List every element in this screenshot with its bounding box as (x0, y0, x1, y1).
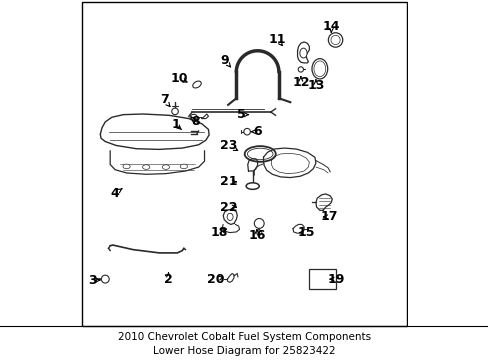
Text: 2: 2 (164, 273, 173, 285)
Text: 23: 23 (220, 139, 237, 152)
Text: 4: 4 (110, 187, 119, 200)
Text: 1: 1 (171, 118, 180, 131)
Text: 15: 15 (297, 226, 314, 239)
Ellipse shape (245, 183, 259, 189)
Ellipse shape (226, 213, 233, 220)
Text: 14: 14 (322, 20, 339, 33)
Text: 10: 10 (170, 72, 188, 85)
Text: 3: 3 (88, 274, 96, 287)
Bar (309, 269, 336, 289)
Ellipse shape (162, 165, 169, 169)
Ellipse shape (142, 165, 149, 169)
Text: 22: 22 (220, 201, 237, 213)
Text: 5: 5 (236, 108, 245, 121)
Text: 17: 17 (320, 210, 338, 223)
Ellipse shape (247, 148, 272, 160)
Circle shape (256, 230, 262, 235)
Text: 8: 8 (191, 115, 199, 128)
Ellipse shape (299, 48, 306, 58)
Text: 16: 16 (248, 229, 265, 242)
Circle shape (171, 108, 178, 114)
Circle shape (328, 33, 342, 47)
Ellipse shape (244, 146, 275, 162)
Text: 11: 11 (268, 33, 285, 46)
Circle shape (330, 35, 340, 45)
Text: 7: 7 (160, 93, 168, 107)
Ellipse shape (311, 59, 327, 79)
Ellipse shape (122, 164, 130, 169)
Circle shape (244, 129, 250, 135)
Text: 9: 9 (220, 54, 229, 67)
Text: 19: 19 (327, 273, 344, 285)
Text: 2010 Chevrolet Cobalt Fuel System Components
Lower Hose Diagram for 25823422: 2010 Chevrolet Cobalt Fuel System Compon… (118, 332, 370, 356)
Ellipse shape (313, 61, 325, 77)
Text: 20: 20 (206, 273, 224, 285)
Text: 12: 12 (291, 76, 309, 89)
Ellipse shape (192, 81, 201, 88)
Ellipse shape (180, 164, 187, 169)
Text: 13: 13 (306, 79, 324, 92)
Text: 18: 18 (210, 226, 227, 239)
Circle shape (101, 275, 109, 283)
Text: 21: 21 (220, 175, 237, 188)
Circle shape (298, 67, 303, 72)
Ellipse shape (190, 114, 197, 120)
Text: 6: 6 (253, 125, 262, 138)
Circle shape (254, 219, 264, 228)
